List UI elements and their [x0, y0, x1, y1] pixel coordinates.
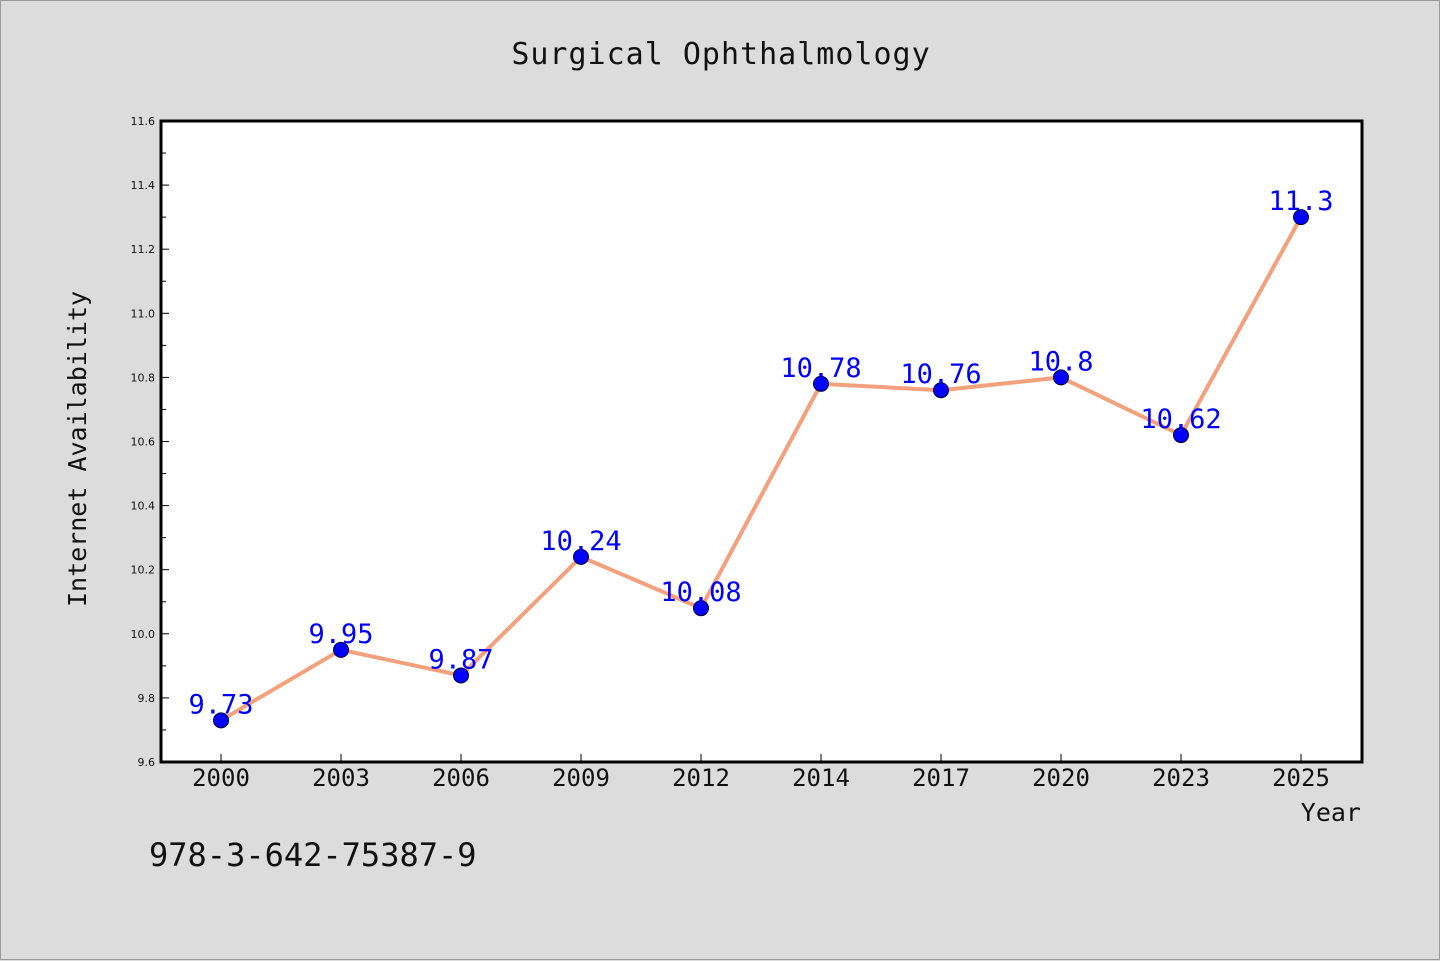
data-point-marker — [1173, 427, 1189, 444]
data-point-marker — [1053, 369, 1069, 386]
y-tick-label: 10.2 — [131, 564, 156, 577]
series-line — [219, 216, 1303, 723]
x-tick-label: 2014 — [792, 764, 850, 792]
data-point-marker — [573, 548, 589, 565]
x-axis-label: Year — [1301, 798, 1361, 827]
data-point-marker — [813, 375, 829, 392]
data-label: 10.78 — [780, 353, 861, 384]
x-tick-label: 2009 — [552, 764, 610, 792]
x-tick-label: 2012 — [672, 764, 730, 792]
y-tick-label: 10.4 — [131, 500, 156, 513]
y-tick-label: 9.6 — [138, 756, 156, 769]
data-label: 10.76 — [900, 359, 981, 390]
data-point-marker — [213, 712, 229, 729]
y-tick-label: 11.4 — [131, 179, 156, 192]
x-tick-label: 2003 — [312, 764, 370, 792]
y-axis: 9.6 9.8 10.0 10.2 10.4 10.6 10.8 11.0 11.2 11.4 11… — [131, 115, 169, 769]
data-label: 10.08 — [660, 577, 741, 608]
y-tick-label: 10.0 — [131, 628, 156, 641]
data-label: 11.3 — [1268, 186, 1333, 217]
x-tick-label: 2017 — [912, 764, 970, 792]
series-line-group: 9.73 9.95 9.87 10.24 10.08 10.78 10.76 10.8 10.6… — [188, 186, 1334, 729]
x-tick-label: 2025 — [1272, 764, 1330, 792]
data-point-marker — [933, 382, 949, 399]
y-tick-label: 11.2 — [131, 243, 156, 256]
data-label: 10.62 — [1140, 404, 1221, 435]
y-tick-label: 10.8 — [131, 371, 156, 384]
y-tick-label: 11.0 — [131, 307, 156, 320]
data-label: 10.8 — [1028, 346, 1093, 377]
data-label: 9.73 — [188, 689, 253, 720]
x-tick-label: 2023 — [1152, 764, 1210, 792]
x-tick-label: 2000 — [192, 764, 250, 792]
data-point-marker — [1293, 209, 1309, 226]
y-tick-label: 11.6 — [131, 115, 156, 128]
chart-title: Surgical Ophthalmology — [511, 37, 930, 72]
x-axis: 2000 2003 2006 2009 2012 2014 2017 2020 2023 2025 — [192, 754, 1330, 792]
data-label: 10.24 — [540, 526, 621, 557]
footer-code: 978-3-642-75387-9 — [149, 836, 477, 874]
y-tick-label: 9.8 — [138, 692, 156, 705]
x-tick-label: 2020 — [1032, 764, 1090, 792]
x-tick-label: 2006 — [432, 764, 490, 792]
data-point-marker — [453, 667, 469, 684]
data-point-marker — [333, 641, 349, 658]
y-tick-label: 10.6 — [131, 436, 156, 449]
data-label: 9.87 — [428, 644, 493, 675]
data-point-marker — [693, 600, 709, 617]
y-axis-label: Internet Availability — [63, 291, 92, 607]
data-label: 9.95 — [308, 619, 373, 650]
